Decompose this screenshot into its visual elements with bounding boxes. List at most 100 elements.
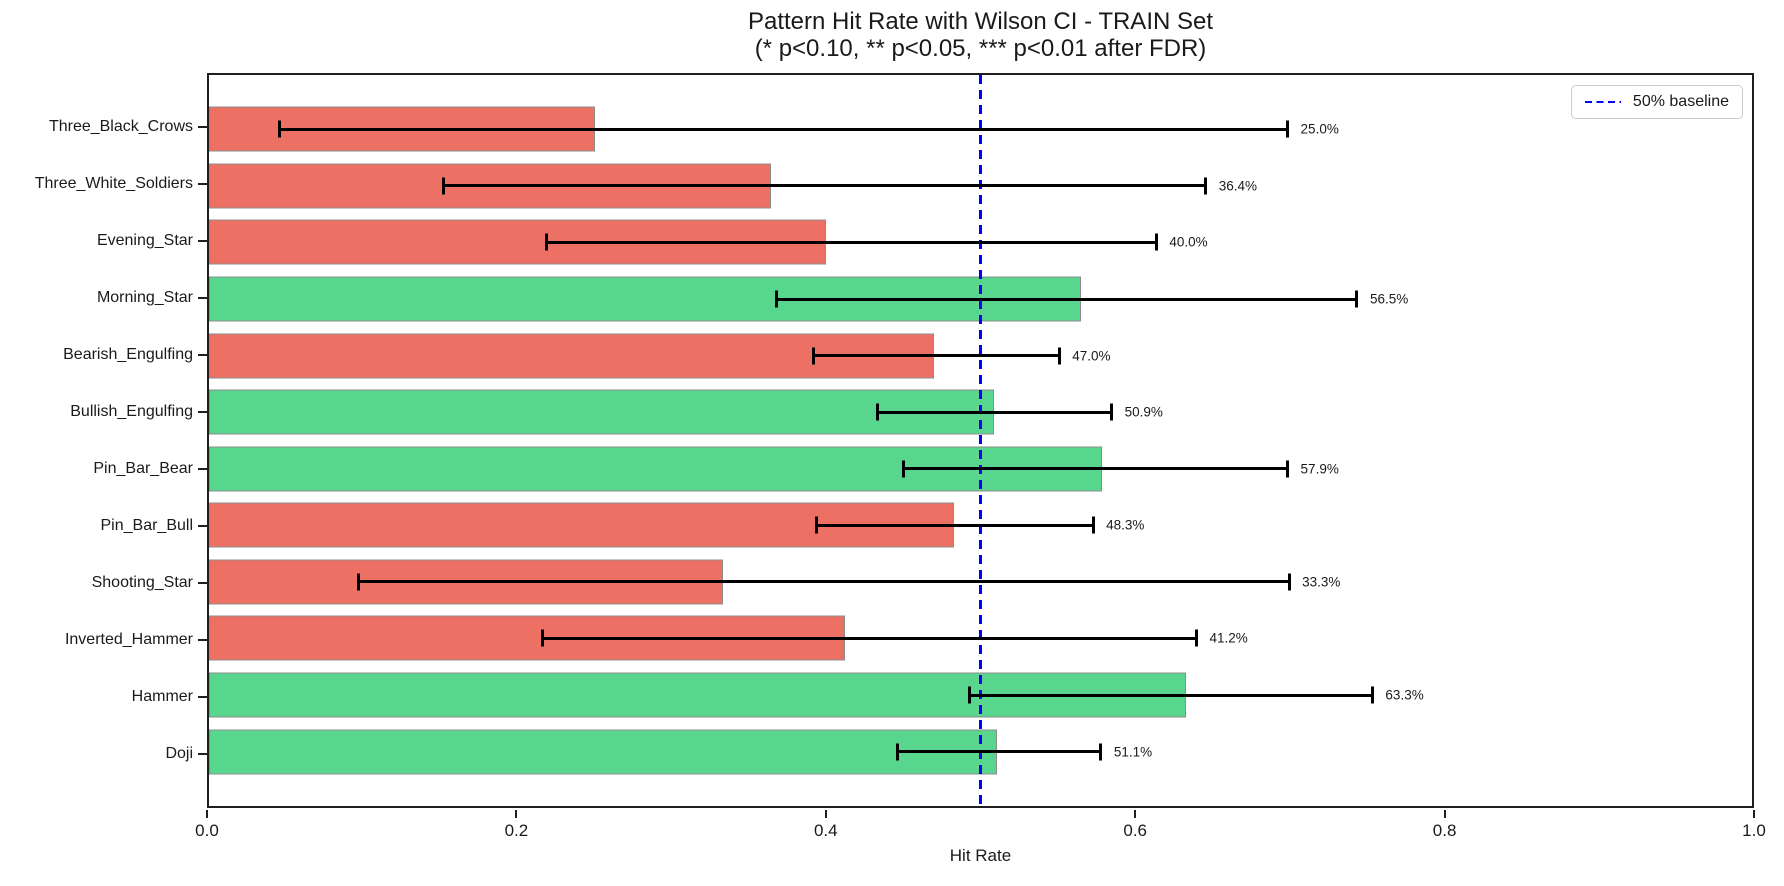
y-tick-slot <box>198 441 207 498</box>
error-bar <box>545 214 1158 271</box>
y-tick-slot <box>198 384 207 441</box>
x-tick-mark <box>515 810 518 818</box>
y-tick-slot <box>198 725 207 782</box>
x-tick-mark <box>1443 810 1446 818</box>
error-bar-cap-low <box>895 743 899 761</box>
value-label: 36.4% <box>1218 178 1258 194</box>
bars-container: 25.0% 36.4% 40.0% 56.5% 47.0% 50.9% 57.9% 48.3%… <box>209 75 1752 806</box>
baseline-line <box>979 75 982 806</box>
bar-row: 48.3% <box>209 497 1752 554</box>
bar-row: 63.3% <box>209 667 1752 724</box>
error-bar-line <box>443 184 1206 188</box>
y-tick-mark <box>198 638 207 641</box>
error-bar <box>875 384 1114 441</box>
error-bar-line <box>897 750 1101 754</box>
error-bar <box>442 158 1208 215</box>
error-bar-cap-low <box>442 177 446 195</box>
y-tick-slot <box>198 497 207 554</box>
error-bar-cap-high <box>1110 403 1114 421</box>
value-label: 25.0% <box>1300 121 1339 137</box>
error-bar-cap-high <box>1091 516 1095 534</box>
value-label: 50.9% <box>1124 404 1163 420</box>
x-tick-label: 0.4 <box>813 821 838 840</box>
error-bar-line <box>969 693 1373 697</box>
x-tick-label: 0.0 <box>195 821 219 840</box>
plot-area: 25.0% 36.4% 40.0% 56.5% 47.0% 50.9% 57.9% 48.3%… <box>207 73 1754 808</box>
y-tick-mark <box>198 354 207 357</box>
x-tick-label: 0.2 <box>504 821 529 840</box>
bar-row: 51.1% <box>209 723 1752 780</box>
y-tick-mark <box>198 183 207 186</box>
y-tick-label: Shooting_Star <box>91 573 193 591</box>
x-tick-mark <box>824 810 827 818</box>
y-tick-slot <box>198 270 207 327</box>
y-tick-mark <box>198 695 207 698</box>
bar-row: 57.9% <box>209 440 1752 497</box>
error-bar-cap-high <box>1370 686 1374 704</box>
error-bar-cap-low <box>812 347 816 365</box>
chart-subtitle: (* p<0.10, ** p<0.05, *** p<0.01 after F… <box>754 35 1207 62</box>
error-bar-cap-low <box>545 233 549 251</box>
error-bar-cap-high <box>1195 629 1198 647</box>
error-bar <box>775 271 1359 328</box>
y-tick-slot <box>198 668 207 725</box>
y-tick-label: Doji <box>165 744 193 762</box>
y-tick-label: Evening_Star <box>96 232 193 250</box>
error-bar-cap-low <box>968 686 972 704</box>
y-tick-label: Inverted_Hammer <box>64 630 193 648</box>
bar-row: 47.0% <box>209 327 1752 384</box>
y-tick-mark <box>198 467 207 470</box>
y-axis-tick-marks <box>198 73 207 808</box>
value-label: 48.3% <box>1106 517 1145 533</box>
bar <box>209 729 998 775</box>
dashed-line-icon <box>1584 100 1621 104</box>
value-label: 47.0% <box>1072 348 1111 364</box>
bar-row: 25.0% <box>209 101 1752 158</box>
bar-row: 36.4% <box>209 158 1752 215</box>
x-axis: 0.0 0.2 0.4 0.6 0.8 1.0 <box>195 810 1766 856</box>
y-tick-slot <box>198 99 207 156</box>
error-bar-cap-high <box>1287 573 1291 591</box>
title-block: Pattern Hit Rate with Wilson CI - TRAIN … <box>207 8 1754 62</box>
error-bar-cap-low <box>278 120 282 138</box>
y-tick-label: Bearish_Engulfing <box>63 346 193 364</box>
y-tick-label: Pin_Bar_Bull <box>100 516 194 534</box>
error-bar-line <box>546 240 1157 244</box>
y-axis-labels: Three_Black_Crows Three_White_Soldiers Eve… <box>0 73 193 808</box>
y-tick-mark <box>198 411 207 414</box>
y-tick-mark <box>198 126 207 129</box>
y-tick-mark <box>198 240 207 243</box>
bar-row: 33.3% <box>209 554 1752 611</box>
y-tick-mark <box>198 524 207 527</box>
bar-row: 50.9% <box>209 384 1752 441</box>
error-bar <box>278 101 1290 158</box>
y-tick-label: Morning_Star <box>96 289 193 307</box>
y-tick-slot <box>198 554 207 611</box>
value-label: 56.5% <box>1369 291 1409 307</box>
error-bar-cap-high <box>1057 347 1061 365</box>
y-tick-label: Bullish_Engulfing <box>70 403 193 421</box>
error-bar-cap-low <box>815 516 819 534</box>
y-tick-slot <box>198 611 207 668</box>
chart-title: Pattern Hit Rate with Wilson CI - TRAIN … <box>747 8 1214 35</box>
error-bar-cap-low <box>875 403 879 421</box>
x-tick-mark <box>1753 810 1755 818</box>
x-axis-label: Hit Rate <box>949 846 1012 865</box>
error-bar-cap-high <box>1204 177 1208 195</box>
bar-row: 56.5% <box>209 271 1752 328</box>
x-tick-label: 0.6 <box>1123 821 1148 840</box>
error-bar <box>357 554 1291 611</box>
value-label: 57.9% <box>1300 461 1339 477</box>
error-bar-line <box>358 580 1290 584</box>
bar <box>209 389 995 435</box>
error-bar-cap-high <box>1154 233 1158 251</box>
error-bar-cap-low <box>540 629 544 647</box>
error-bar-cap-high <box>1286 120 1290 138</box>
error-bar-line <box>542 636 1197 640</box>
bar-row: 40.0% <box>209 214 1752 271</box>
bar-row: 41.2% <box>209 610 1752 667</box>
error-bar <box>901 440 1290 497</box>
error-bar-cap-high <box>1286 460 1290 478</box>
error-bar-cap-low <box>901 460 905 478</box>
